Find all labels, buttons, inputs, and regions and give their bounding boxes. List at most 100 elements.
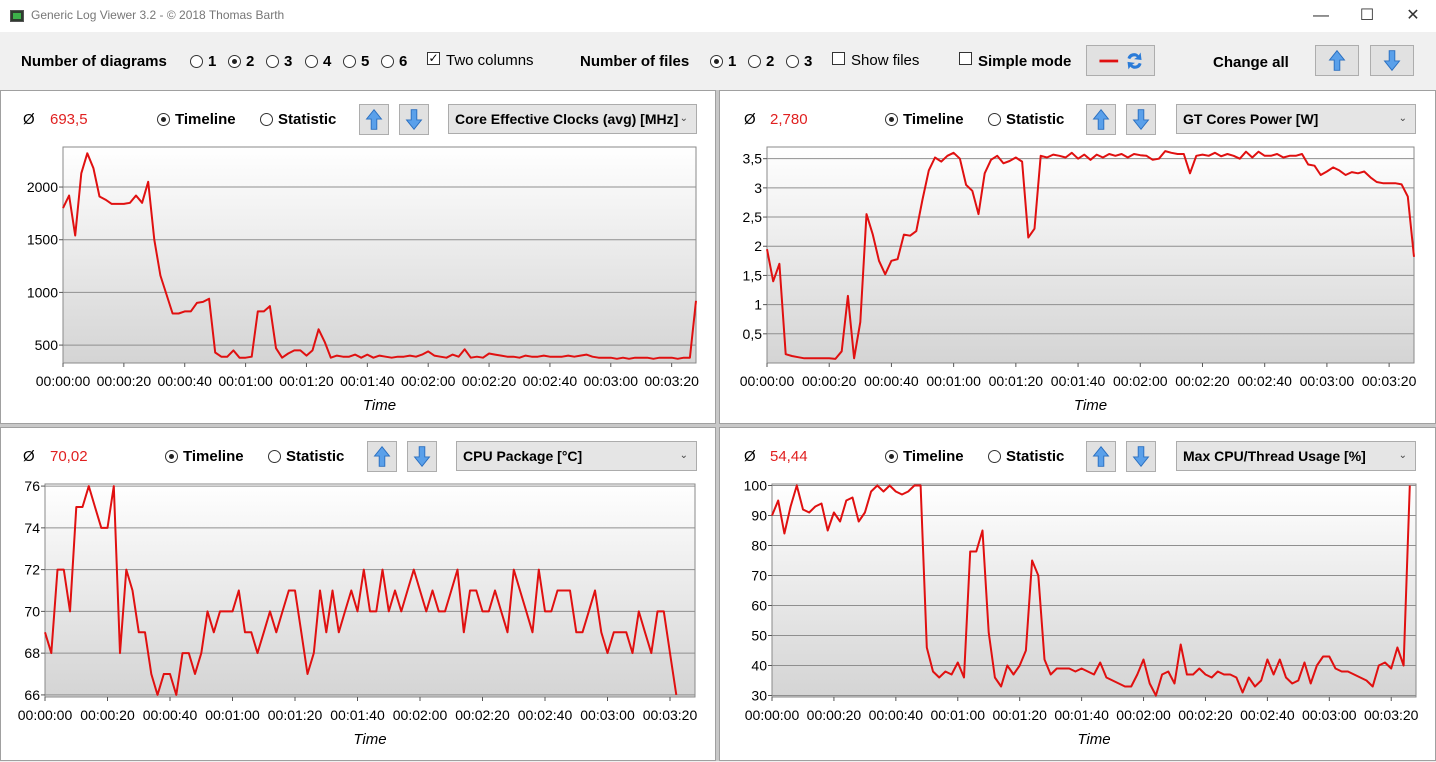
panel-down-button[interactable] <box>1126 104 1156 135</box>
timeline-radio[interactable] <box>885 113 898 126</box>
y-tick-label: 68 <box>24 645 40 661</box>
y-tick-label: 74 <box>24 520 40 536</box>
x-tick-label: 00:00:00 <box>745 707 800 723</box>
y-tick-label: 40 <box>751 658 767 674</box>
x-tick-label: 00:00:40 <box>157 373 212 389</box>
y-tick-label: 66 <box>24 687 40 703</box>
x-tick-label: 00:02:00 <box>401 373 456 389</box>
y-tick-label: 72 <box>24 562 40 578</box>
files-label: Number of files <box>580 53 690 70</box>
diagrams-radio-3[interactable] <box>266 55 279 68</box>
diagrams-option-1-label: 1 <box>208 53 217 70</box>
change-all-down-button[interactable] <box>1370 45 1414 76</box>
minimize-button[interactable]: — <box>1313 7 1329 24</box>
panel-down-button[interactable] <box>1126 441 1156 472</box>
x-tick-label: 00:03:20 <box>644 373 699 389</box>
series-line <box>62 152 697 360</box>
x-tick-label: 00:03:00 <box>584 373 639 389</box>
arrow-up-icon <box>1092 445 1110 467</box>
x-tick-label: 00:02:40 <box>523 373 578 389</box>
panel-down-button[interactable] <box>399 104 429 135</box>
panel-up-button[interactable] <box>367 441 397 472</box>
y-tick-label: 2 <box>754 238 762 254</box>
y-tick-label: 100 <box>744 478 768 494</box>
close-button[interactable]: ✕ <box>1406 7 1420 24</box>
chevron-down-icon: ⌄ <box>679 450 688 461</box>
x-tick-label: 00:00:00 <box>18 707 73 723</box>
plot-area <box>44 483 696 698</box>
x-tick-label: 00:01:40 <box>330 707 385 723</box>
panel-up-button[interactable] <box>1086 104 1116 135</box>
diagram-panel-2: Ø 2,780 Timeline Statistic GT Cores Powe… <box>719 90 1436 424</box>
y-tick-label: 500 <box>35 337 59 353</box>
line-chart: 66 68 70 72 74 76 00:00:00 00:00:20 00:00:40 00:0… <box>18 478 698 748</box>
panel-down-button[interactable] <box>407 441 437 472</box>
sensor-select[interactable]: Core Effective Clocks (avg) [MHz] ⌄ <box>448 104 697 134</box>
files-radio-3[interactable] <box>786 55 799 68</box>
toolbar: Number of diagrams 1 2 3 4 5 6 ✓ Two col… <box>0 32 1436 90</box>
arrow-down-icon <box>413 446 431 468</box>
sensor-select[interactable]: GT Cores Power [W] ⌄ <box>1176 104 1416 134</box>
files-radio-2[interactable] <box>748 55 761 68</box>
y-tick-label: 0,5 <box>743 326 763 342</box>
statistic-radio[interactable] <box>988 113 1001 126</box>
change-all-up-button[interactable] <box>1315 45 1359 76</box>
average-value: 70,02 <box>50 448 88 465</box>
series-line <box>771 484 1411 697</box>
x-tick-label: 00:03:00 <box>1300 373 1355 389</box>
timeline-radio[interactable] <box>157 113 170 126</box>
statistic-radio[interactable] <box>268 450 281 463</box>
statistic-label: Statistic <box>1006 111 1065 128</box>
average-value: 54,44 <box>770 448 808 465</box>
diagrams-radio-6[interactable] <box>381 55 394 68</box>
line-color-button[interactable] <box>1086 45 1155 76</box>
statistic-label: Statistic <box>286 448 345 465</box>
diagrams-radio-4[interactable] <box>305 55 318 68</box>
files-option-1-label: 1 <box>728 53 737 70</box>
timeline-radio[interactable] <box>165 450 178 463</box>
x-tick-label: 00:02:20 <box>1175 373 1230 389</box>
sensor-select-value: CPU Package [°C] <box>463 448 583 464</box>
diagrams-label: Number of diagrams <box>21 53 167 70</box>
timeline-radio[interactable] <box>885 450 898 463</box>
diagrams-option-2-label: 2 <box>246 53 255 70</box>
x-tick-label: 00:00:20 <box>97 373 152 389</box>
x-tick-label: 00:01:00 <box>931 707 986 723</box>
plot-area <box>771 483 1417 698</box>
average-symbol: Ø <box>23 111 35 128</box>
arrow-up-icon <box>1092 108 1110 130</box>
two-columns-label: Two columns <box>446 52 534 69</box>
show-files-checkbox[interactable] <box>832 52 845 65</box>
panel-up-button[interactable] <box>1086 441 1116 472</box>
change-all-label: Change all <box>1213 54 1289 71</box>
row-splitter[interactable] <box>0 424 1436 427</box>
statistic-radio[interactable] <box>988 450 1001 463</box>
average-value: 693,5 <box>50 111 88 128</box>
sensor-select[interactable]: CPU Package [°C] ⌄ <box>456 441 697 471</box>
x-tick-label: 00:01:00 <box>218 373 273 389</box>
two-columns-checkbox[interactable]: ✓ <box>427 51 440 65</box>
panel-up-button[interactable] <box>359 104 389 135</box>
plot-area <box>766 146 1415 364</box>
sensor-select[interactable]: Max CPU/Thread Usage [%] ⌄ <box>1176 441 1416 471</box>
x-tick-label: 00:01:20 <box>268 707 323 723</box>
diagrams-radio-1[interactable] <box>190 55 203 68</box>
x-tick-label: 00:00:40 <box>143 707 198 723</box>
diagrams-radio-2[interactable] <box>228 55 241 68</box>
files-radio-1[interactable] <box>710 55 723 68</box>
arrow-down-icon <box>1132 446 1150 468</box>
x-tick-label: 00:01:20 <box>992 707 1047 723</box>
x-tick-label: 00:02:00 <box>1116 707 1171 723</box>
maximize-button[interactable]: ☐ <box>1359 7 1375 24</box>
line-color-icon <box>1099 52 1142 70</box>
simple-mode-checkbox[interactable] <box>959 52 972 65</box>
x-tick-label: 00:01:20 <box>279 373 334 389</box>
x-tick-label: 00:01:20 <box>989 373 1044 389</box>
x-tick-label: 00:00:00 <box>36 373 91 389</box>
x-tick-label: 00:00:00 <box>740 373 795 389</box>
statistic-radio[interactable] <box>260 113 273 126</box>
statistic-label: Statistic <box>278 111 337 128</box>
x-tick-label: 00:01:40 <box>1054 707 1109 723</box>
diagrams-radio-5[interactable] <box>343 55 356 68</box>
y-tick-label: 2000 <box>27 179 58 195</box>
